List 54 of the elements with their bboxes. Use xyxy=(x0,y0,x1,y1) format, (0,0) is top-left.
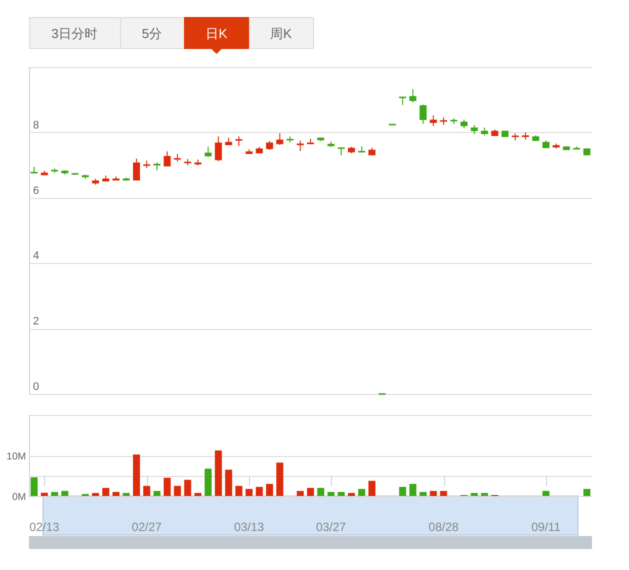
bar xyxy=(307,488,314,496)
y-tick-label: 8 xyxy=(33,119,40,132)
bar xyxy=(266,484,274,496)
bar xyxy=(143,486,150,496)
x-tick-label: 08/28 xyxy=(428,520,459,534)
bar xyxy=(348,492,355,496)
x-tick-label: 03/13 xyxy=(234,520,264,534)
bar xyxy=(368,480,376,496)
bar xyxy=(420,492,427,496)
bar xyxy=(102,488,110,496)
y-tick-label: 0 xyxy=(33,381,40,393)
bar xyxy=(164,478,171,496)
bar xyxy=(92,492,100,496)
bar xyxy=(214,450,222,496)
bar xyxy=(583,488,590,496)
bar xyxy=(399,486,406,496)
bar xyxy=(61,490,68,496)
bar xyxy=(174,486,181,496)
bar xyxy=(40,492,48,496)
bar xyxy=(225,470,232,496)
bar xyxy=(204,468,212,496)
tabs: 3日分时 5分 日K 周K xyxy=(29,17,314,54)
x-tick-label: 02/27 xyxy=(132,520,162,534)
bar xyxy=(153,490,160,496)
bar xyxy=(246,488,253,496)
bar xyxy=(409,484,416,496)
bar xyxy=(317,488,324,496)
y-tick-label: 2 xyxy=(33,316,40,328)
bar xyxy=(276,462,284,496)
bar xyxy=(51,492,58,496)
bar xyxy=(470,492,478,496)
bar xyxy=(194,492,202,496)
x-tick-label: 09/11 xyxy=(531,520,561,534)
bar xyxy=(256,486,263,496)
bar xyxy=(542,490,550,496)
bar xyxy=(235,486,242,496)
x-tick-label: 02/13 xyxy=(29,520,60,534)
bar xyxy=(358,488,366,496)
y-tick-label: 0M xyxy=(12,492,26,503)
bar xyxy=(30,477,38,496)
bar xyxy=(338,492,345,496)
bar xyxy=(440,490,448,496)
x-tick-label: 03/27 xyxy=(316,520,346,534)
bar xyxy=(132,454,140,496)
bar xyxy=(122,492,130,496)
bar xyxy=(327,492,334,496)
bar xyxy=(296,490,304,496)
bar xyxy=(481,492,488,496)
y-tick-label: 6 xyxy=(33,184,40,197)
bar xyxy=(184,480,192,496)
y-tick-label: 10M xyxy=(6,452,26,462)
y-tick-label: 4 xyxy=(33,250,40,262)
bar xyxy=(112,492,120,496)
bar xyxy=(430,490,437,496)
